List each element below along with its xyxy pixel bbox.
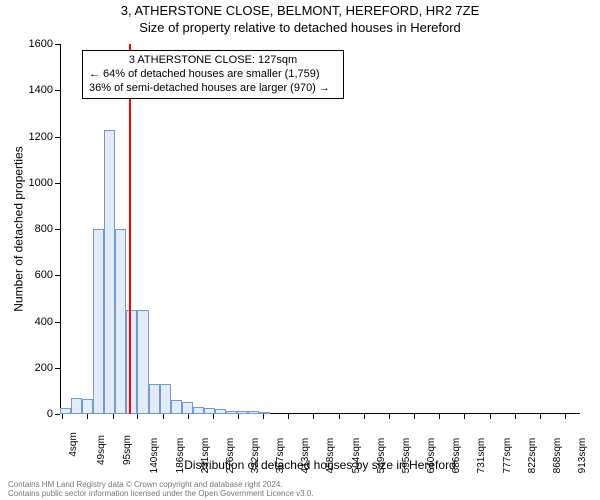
x-tick <box>163 414 164 419</box>
y-tick <box>55 137 60 138</box>
x-tick-label: 4sqm <box>69 432 79 456</box>
annotation-line: 3 ATHERSTONE CLOSE: 127sqm <box>89 54 337 68</box>
histogram-bar <box>115 229 126 414</box>
y-tick-label: 1400 <box>29 84 53 96</box>
x-tick <box>464 414 465 419</box>
y-axis-label-text: Number of detached properties <box>12 146 26 311</box>
y-tick-label: 1600 <box>29 38 53 50</box>
chart-subtitle: Size of property relative to detached ho… <box>0 20 600 35</box>
x-tick <box>87 414 88 419</box>
x-tick <box>62 414 63 419</box>
histogram-bar <box>160 384 171 414</box>
histogram-bar <box>215 409 226 414</box>
y-tick <box>55 229 60 230</box>
histogram-bar <box>259 412 270 414</box>
footer: Contains HM Land Registry data © Crown c… <box>8 480 314 498</box>
histogram-bar <box>93 229 104 414</box>
x-tick <box>515 414 516 419</box>
x-axis-label: Distribution of detached houses by size … <box>60 458 580 472</box>
footer-line-2: Contains public sector information licen… <box>8 489 314 498</box>
x-tick <box>213 414 214 419</box>
x-tick <box>439 414 440 419</box>
footer-line-1: Contains HM Land Registry data © Crown c… <box>8 480 314 489</box>
x-tick <box>238 414 239 419</box>
y-tick-label: 600 <box>35 269 53 281</box>
histogram-bar <box>226 411 237 414</box>
x-tick <box>389 414 390 419</box>
histogram-bar <box>126 310 137 414</box>
histogram-bar <box>204 408 215 414</box>
property-marker <box>129 44 131 414</box>
histogram-bar <box>149 384 160 414</box>
y-tick <box>55 368 60 369</box>
x-tick <box>565 414 566 419</box>
x-tick <box>288 414 289 419</box>
histogram-bar <box>182 402 193 414</box>
histogram-bar <box>71 398 82 414</box>
annotation-line: 36% of semi-detached houses are larger (… <box>89 82 337 96</box>
histogram-bar <box>171 400 182 414</box>
x-tick <box>414 414 415 419</box>
y-tick-label: 800 <box>35 223 53 235</box>
x-tick <box>188 414 189 419</box>
histogram-bar <box>193 407 204 414</box>
y-tick <box>55 275 60 276</box>
y-tick-label: 400 <box>35 316 53 328</box>
y-tick <box>55 414 60 415</box>
y-tick <box>55 322 60 323</box>
histogram-bar <box>104 130 115 414</box>
x-tick <box>490 414 491 419</box>
annotation-box: 3 ATHERSTONE CLOSE: 127sqm← 64% of detac… <box>82 50 344 99</box>
chart-title: 3, ATHERSTONE CLOSE, BELMONT, HEREFORD, … <box>0 3 600 18</box>
histogram-bar <box>237 411 248 414</box>
y-axis <box>60 44 61 414</box>
y-tick <box>55 44 60 45</box>
histogram-bar <box>137 310 148 414</box>
x-tick <box>339 414 340 419</box>
x-tick <box>540 414 541 419</box>
histogram-bar <box>60 408 71 414</box>
x-tick <box>137 414 138 419</box>
y-tick-label: 200 <box>35 362 53 374</box>
y-tick-label: 1200 <box>29 131 53 143</box>
y-tick-label: 0 <box>47 408 53 420</box>
histogram-bar <box>248 411 259 414</box>
x-tick <box>263 414 264 419</box>
histogram-bar <box>82 399 93 414</box>
x-tick <box>313 414 314 419</box>
y-tick <box>55 183 60 184</box>
x-tick <box>113 414 114 419</box>
y-axis-label: Number of detached properties <box>12 44 26 414</box>
x-tick <box>364 414 365 419</box>
plot-area: 020040060080010001200140016004sqm49sqm95… <box>60 44 580 414</box>
annotation-line: ← 64% of detached houses are smaller (1,… <box>89 68 337 82</box>
page: 3, ATHERSTONE CLOSE, BELMONT, HEREFORD, … <box>0 0 600 500</box>
y-tick <box>55 90 60 91</box>
y-tick-label: 1000 <box>29 177 53 189</box>
